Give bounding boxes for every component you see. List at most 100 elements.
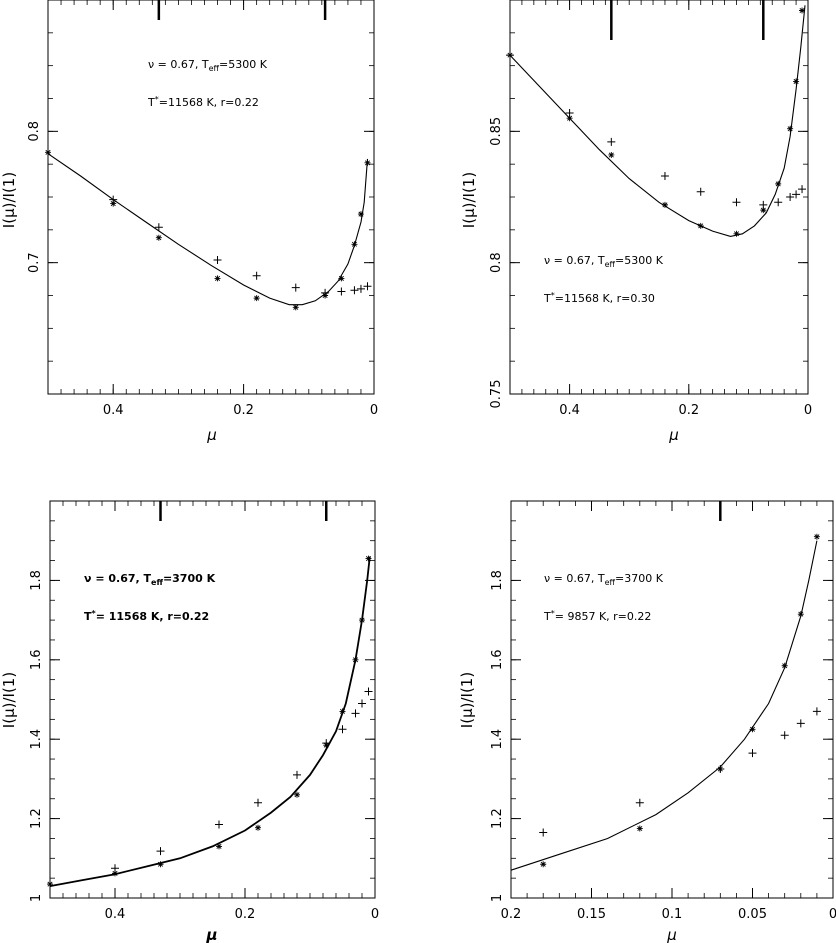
model-curve [49, 556, 371, 887]
plus-point [337, 287, 346, 296]
y-tick-label: 1.4 [490, 729, 505, 750]
asterisk-point [661, 201, 668, 208]
plus-point [798, 185, 807, 194]
asterisk-point [760, 207, 767, 214]
x-tick-label: 0.4 [105, 907, 126, 922]
data-marks [45, 0, 372, 311]
asterisk-point [357, 211, 364, 218]
x-axis-label: μ [668, 426, 679, 444]
y-tick-label: 1 [29, 894, 44, 902]
y-axis-label: I(μ)/I(1) [0, 672, 18, 728]
model-curve [510, 540, 818, 871]
asterisk-point [608, 151, 615, 158]
y-tick-label: 1.6 [490, 649, 505, 670]
model-curve [47, 153, 369, 306]
asterisk-point [351, 241, 358, 248]
x-tick-label: 0.2 [678, 403, 699, 418]
axis-ticks [510, 500, 834, 899]
annotation-line-2: T*= 11568 K, r=0.22 [84, 609, 209, 623]
x-tick-label: 0.2 [501, 907, 522, 922]
asterisk-point [359, 617, 365, 624]
x-axis-label: μ [206, 426, 217, 444]
tick-labels: 0.4 0.2 0 0.7 0.8 [27, 121, 378, 418]
plus-point [792, 190, 801, 199]
plus-point [350, 286, 359, 295]
tick-labels: 0.4 0.2 0 0.75 0.8 0.85 [489, 117, 812, 418]
y-axis-label: I(μ)/I(1) [458, 672, 476, 728]
plus-point [215, 820, 223, 829]
plus-point [786, 193, 795, 201]
plus-point [748, 749, 757, 758]
plus-point [759, 200, 768, 209]
asterisk-point [339, 708, 346, 715]
plus-point [291, 283, 300, 292]
asterisk-point [338, 275, 345, 282]
plus-point [321, 288, 330, 297]
plus-point [322, 739, 331, 748]
asterisk-point [799, 7, 806, 14]
asterisk-point [112, 870, 118, 877]
asterisk-point [45, 149, 51, 156]
axis-ticks [47, 0, 375, 395]
annotation-line-2: T*= 9857 K, r=0.22 [543, 609, 651, 623]
plot-frame [47, 0, 375, 395]
annotation-line-2: T*=11568 K, r=0.22 [147, 95, 259, 109]
plus-point [213, 256, 222, 265]
plus-point [109, 195, 118, 204]
x-tick-label: 0.4 [559, 403, 580, 418]
asterisk-point [781, 662, 788, 669]
plus-point [716, 764, 725, 773]
y-axis-label: I(μ)/I(1) [460, 172, 478, 228]
x-tick-label: 0.2 [235, 907, 256, 922]
x-tick-label: 0.4 [103, 403, 124, 418]
plus-point [156, 847, 165, 856]
tick-labels: 0.2 0.15 0.1 0.05 0 1 1.2 1.4 1.6 1.8 [490, 570, 836, 922]
axis-ticks [509, 0, 809, 395]
data-marks [47, 501, 373, 888]
asterisk-point [364, 159, 371, 166]
plus-point [732, 198, 741, 207]
plus-point [774, 198, 783, 207]
plot-frame [510, 500, 834, 899]
asterisk-point [787, 125, 794, 132]
plus-point [780, 731, 789, 740]
plus-point [635, 798, 644, 807]
plus-point [364, 687, 373, 696]
chart-panel-top-left: 0.4 0.2 0 0.7 0.8 I(μ)/I(1) μ ν = 0.67, Teff… [0, 0, 378, 444]
y-tick-label: 1 [490, 894, 505, 902]
plus-point [338, 725, 347, 734]
asterisk-point [352, 656, 359, 663]
asterisk-point [733, 230, 740, 237]
x-axis-label: μ [205, 926, 217, 943]
plus-point [607, 137, 616, 146]
plus-point [111, 864, 119, 873]
plus-point [356, 284, 365, 293]
asterisk-point [566, 115, 573, 122]
asterisk-point [793, 78, 800, 85]
asterisk-point [294, 791, 300, 798]
asterisk-point [253, 295, 260, 302]
x-tick-label: 0.15 [577, 907, 606, 922]
annotation-line-1: ν = 0.67, Teff=3700 K [544, 572, 664, 587]
asterisk-point [214, 275, 221, 282]
data-marks [506, 0, 807, 237]
y-tick-label: 0.7 [27, 252, 42, 273]
asterisk-point [255, 824, 261, 831]
plus-point [351, 709, 360, 718]
y-tick-label: 0.8 [489, 252, 504, 273]
asterisk-point [292, 304, 299, 311]
y-tick-label: 1.4 [29, 729, 44, 750]
asterisk-point [47, 881, 53, 888]
plus-point [696, 187, 705, 196]
axis-ticks [49, 500, 376, 899]
y-tick-label: 0.8 [27, 121, 42, 142]
plus-point [293, 770, 301, 779]
asterisk-point [216, 843, 222, 850]
plus-point [812, 707, 821, 716]
tick-labels: 0.4 0.2 0 1 1.2 1.4 1.6 1.8 [29, 570, 379, 922]
asterisk-point [540, 861, 547, 868]
plus-point [363, 282, 372, 291]
y-tick-label: 0.75 [489, 380, 504, 409]
plus-point [539, 828, 548, 837]
